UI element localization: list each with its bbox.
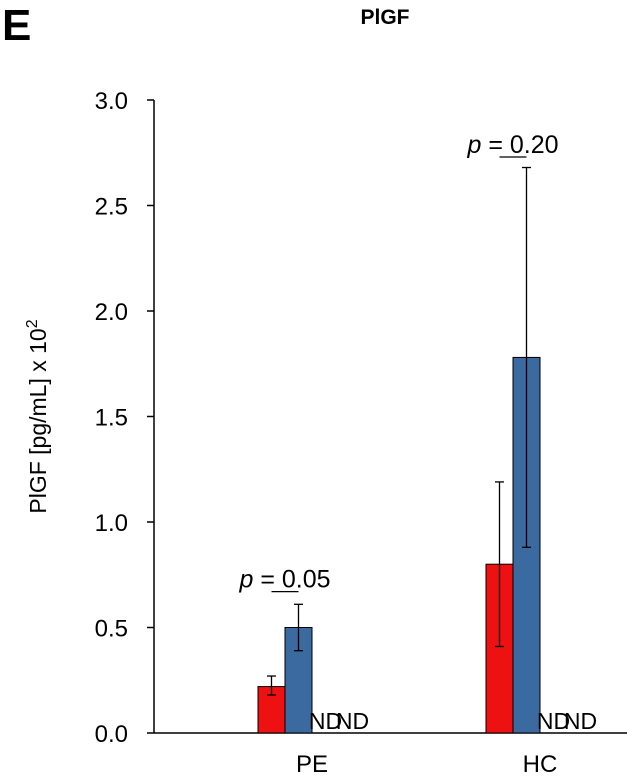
bars-group xyxy=(257,356,541,734)
p-value-text: = 0.05 xyxy=(253,566,330,594)
p-value-text: = 0.20 xyxy=(481,131,558,159)
y-axis-label: PlGF [pg/mL] x 102 xyxy=(24,319,51,513)
y-tick-label-6: 3.0 xyxy=(95,88,128,115)
y-tick-label-0: 0.0 xyxy=(95,721,128,748)
error-bar-pe-0 xyxy=(267,675,276,696)
y-tick-label-2: 1.0 xyxy=(95,510,128,537)
nd-label-pe-2: ND xyxy=(309,708,342,734)
y-axis-label-main: PlGF [pg/mL] x 10 xyxy=(25,328,51,513)
x-tick-label-hc: HC xyxy=(523,751,558,778)
y-tick-label-4: 2.0 xyxy=(95,299,128,326)
nd-label-pe-3: ND xyxy=(336,708,369,734)
x-tick-label-pe: PE xyxy=(296,751,328,778)
nd-label-hc-3: ND xyxy=(564,708,597,734)
panel-letter: E xyxy=(2,1,31,50)
y-axis-label-superscript: 2 xyxy=(24,319,41,328)
p-value-italic: p xyxy=(238,566,253,594)
error-bar-hc-1 xyxy=(522,166,531,548)
y-axis: 0.0 0.5 1.0 1.5 2.0 2.5 3.0 PlGF [pg/mL] x 102 xyxy=(24,88,627,748)
y-tick-label-3: 1.5 xyxy=(95,405,128,432)
chart-title: PlGF xyxy=(360,6,409,29)
nd-label-hc-2: ND xyxy=(537,708,570,734)
y-tick-label-5: 2.5 xyxy=(95,194,128,221)
y-tick-label-1: 0.5 xyxy=(95,616,128,643)
p-value-italic: p xyxy=(466,131,481,159)
error-bar-pe-1 xyxy=(294,603,303,652)
p-value-annotation-1: p = 0.20 xyxy=(466,131,558,159)
error-bars-group xyxy=(267,166,531,696)
p-value-annotation-0: p = 0.05 xyxy=(238,566,330,594)
error-bar-hc-0 xyxy=(495,481,504,648)
